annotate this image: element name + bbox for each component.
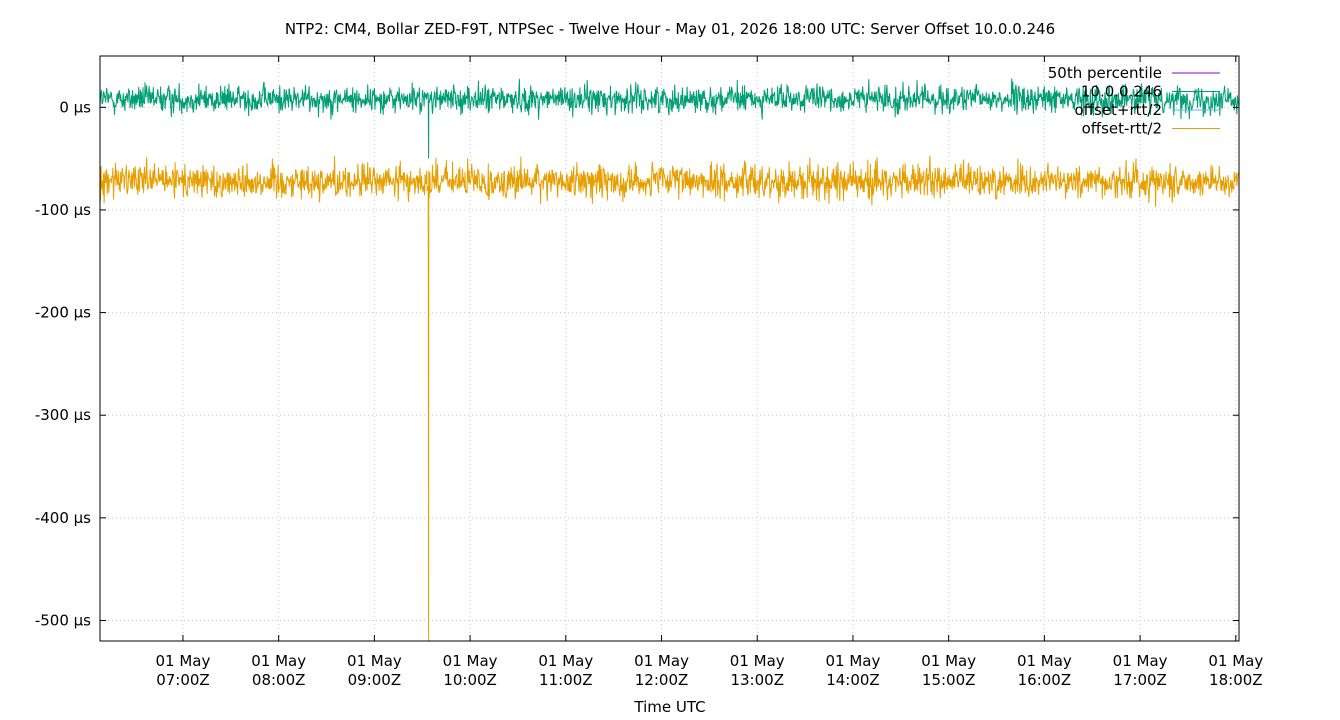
x-tick-label-date: 01 May — [538, 652, 593, 670]
y-axis: 0 µs -100 µs -200 µs -300 µs -400 µs -500 µs — [35, 98, 1239, 629]
x-tick-label-time: 07:00Z — [156, 671, 210, 689]
legend-label: offset+rtt/2 — [1074, 101, 1162, 119]
series-layer — [99, 78, 1240, 642]
x-tick-label-date: 01 May — [826, 652, 881, 670]
x-tick-label-date: 01 May — [443, 652, 498, 670]
chart-title: NTP2: CM4, Bollar ZED-F9T, NTPSec - Twel… — [285, 20, 1055, 38]
x-tick-label-time: 09:00Z — [348, 671, 402, 689]
x-tick-label-time: 17:00Z — [1113, 671, 1167, 689]
x-tick-label-date: 01 May — [634, 652, 689, 670]
x-tick-label-date: 01 May — [1017, 652, 1072, 670]
y-tick-label: 0 µs — [59, 98, 91, 116]
x-tick-label-date: 01 May — [251, 652, 306, 670]
x-tick-label-time: 15:00Z — [922, 671, 976, 689]
x-tick-label-date: 01 May — [730, 652, 785, 670]
x-tick-label-date: 01 May — [921, 652, 976, 670]
y-tick-label: -300 µs — [35, 406, 91, 424]
y-tick-label: -400 µs — [35, 509, 91, 527]
legend: 50th percentile10.0.0.246offset+rtt/2off… — [1048, 64, 1220, 138]
plot-frame — [99, 55, 1240, 642]
y-tick-label: -200 µs — [35, 304, 91, 322]
x-tick-label-time: 16:00Z — [1018, 671, 1072, 689]
series-line-3 — [99, 155, 1240, 642]
x-tick-label-time: 13:00Z — [730, 671, 784, 689]
x-tick-label-time: 11:00Z — [539, 671, 593, 689]
legend-label: 50th percentile — [1048, 64, 1162, 82]
y-tick-label: -100 µs — [35, 201, 91, 219]
x-tick-label-time: 12:00Z — [635, 671, 689, 689]
x-tick-label-date: 01 May — [347, 652, 402, 670]
legend-label: 10.0.0.246 — [1081, 83, 1162, 101]
x-tick-label-time: 14:00Z — [826, 671, 880, 689]
y-tick-label: -500 µs — [35, 611, 91, 629]
x-tick-label-time: 10:00Z — [443, 671, 497, 689]
x-tick-label-time: 18:00Z — [1209, 671, 1263, 689]
x-tick-label-time: 08:00Z — [252, 671, 306, 689]
grid-lines — [100, 56, 1239, 641]
x-tick-label-date: 01 May — [156, 652, 211, 670]
x-tick-label-date: 01 May — [1113, 652, 1168, 670]
legend-label: offset-rtt/2 — [1082, 120, 1162, 138]
x-axis-label: Time UTC — [633, 698, 705, 716]
x-tick-label-date: 01 May — [1208, 652, 1263, 670]
series-line-1 — [99, 78, 1240, 159]
